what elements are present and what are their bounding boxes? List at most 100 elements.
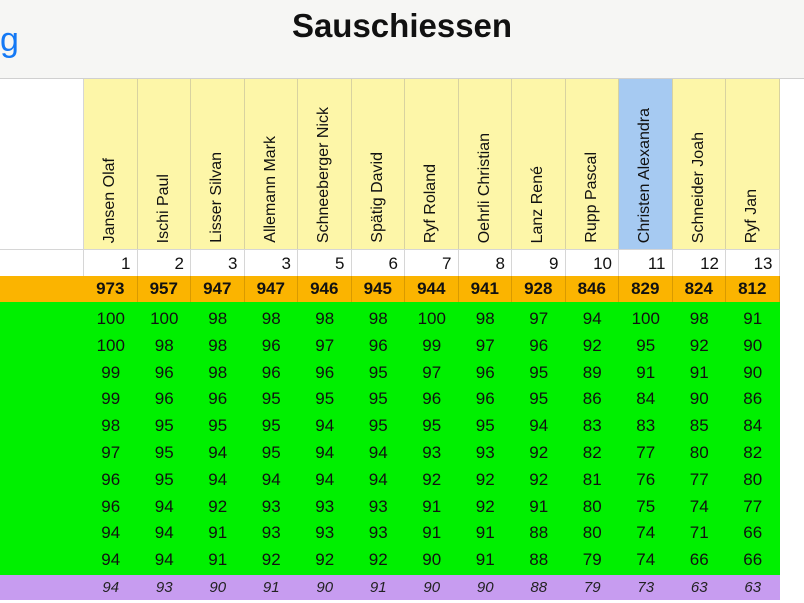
score-cell[interactable]: 98 — [475, 309, 495, 328]
player-header-cell[interactable]: Allemann Mark — [244, 79, 298, 249]
player-header-cell[interactable]: Schneeberger Nick — [298, 79, 352, 249]
total-cell[interactable]: 846 — [565, 276, 619, 302]
score-cell[interactable]: 66 — [743, 523, 763, 543]
average-cell[interactable]: 91 — [351, 575, 405, 600]
score-cell[interactable]: 91 — [636, 362, 656, 382]
score-cell[interactable]: 95 — [154, 469, 174, 489]
total-cell[interactable]: 973 — [84, 276, 138, 302]
score-cell[interactable]: 93 — [475, 442, 495, 462]
score-cell[interactable]: 94 — [208, 442, 228, 462]
player-header-cell[interactable]: Lanz René — [512, 79, 566, 249]
player-header-cell[interactable]: Ryf Jan — [726, 79, 780, 249]
total-cell[interactable]: 957 — [137, 276, 191, 302]
score-cell[interactable]: 94 — [368, 469, 388, 489]
total-cell[interactable]: 824 — [672, 276, 726, 302]
score-cell[interactable]: 80 — [689, 442, 709, 462]
score-cell[interactable]: 91 — [422, 523, 442, 543]
rank-cell[interactable]: 7 — [405, 249, 459, 276]
total-cell[interactable]: 947 — [191, 276, 245, 302]
score-cell[interactable]: 94 — [315, 442, 335, 462]
score-cell[interactable]: 97 — [101, 442, 121, 462]
score-cell[interactable]: 96 — [101, 469, 121, 489]
score-cell[interactable]: 100 — [150, 309, 179, 328]
player-header-cell[interactable]: Lisser Silvan — [191, 79, 245, 249]
score-cell[interactable]: 93 — [315, 523, 335, 543]
score-cell[interactable]: 82 — [582, 442, 602, 462]
average-cell[interactable]: 88 — [512, 575, 566, 600]
score-cell[interactable]: 95 — [475, 416, 495, 436]
total-cell[interactable]: 947 — [244, 276, 298, 302]
score-cell[interactable]: 85 — [689, 416, 709, 436]
score-cell[interactable]: 100 — [417, 309, 446, 328]
player-header-cell[interactable]: Spätig David — [351, 79, 405, 249]
score-cell[interactable]: 95 — [315, 389, 335, 409]
score-cell[interactable]: 88 — [529, 550, 549, 570]
score-cell[interactable]: 93 — [368, 523, 388, 543]
score-cell[interactable]: 92 — [529, 442, 549, 462]
score-cell[interactable]: 95 — [368, 416, 388, 436]
score-cell[interactable]: 96 — [475, 362, 495, 382]
score-cell[interactable]: 94 — [529, 416, 549, 436]
player-header-cell[interactable]: Ischi Paul — [137, 79, 191, 249]
score-cell[interactable]: 92 — [582, 335, 602, 355]
score-cell[interactable]: 100 — [631, 309, 660, 328]
score-cell[interactable]: 98 — [368, 309, 388, 328]
score-cell[interactable]: 86 — [582, 389, 602, 409]
score-cell[interactable]: 91 — [529, 496, 549, 516]
rank-cell[interactable]: 10 — [565, 249, 619, 276]
score-cell[interactable]: 71 — [689, 523, 709, 543]
score-cell[interactable]: 94 — [101, 550, 121, 570]
score-cell[interactable]: 93 — [261, 496, 281, 516]
average-cell[interactable]: 73 — [619, 575, 673, 600]
score-cell[interactable]: 92 — [261, 550, 281, 570]
score-cell[interactable]: 95 — [208, 416, 228, 436]
score-cell[interactable]: 90 — [689, 389, 709, 409]
rank-cell[interactable]: 13 — [726, 249, 780, 276]
score-cell[interactable]: 98 — [261, 309, 281, 328]
score-cell[interactable]: 98 — [689, 309, 709, 328]
score-cell[interactable]: 91 — [208, 523, 228, 543]
player-header-cell[interactable]: Oehrli Christian — [458, 79, 512, 249]
score-cell[interactable]: 74 — [636, 523, 656, 543]
rank-cell[interactable]: 2 — [137, 249, 191, 276]
score-cell[interactable]: 92 — [475, 496, 495, 516]
score-cell[interactable]: 92 — [422, 469, 442, 489]
score-cell[interactable]: 94 — [315, 416, 335, 436]
score-cell[interactable]: 98 — [154, 335, 174, 355]
score-cell[interactable]: 95 — [154, 442, 174, 462]
player-header-cell[interactable]: Jansen Olaf — [84, 79, 138, 249]
score-cell[interactable]: 92 — [529, 469, 549, 489]
score-cell[interactable]: 98 — [101, 416, 121, 436]
score-cell[interactable]: 81 — [582, 469, 602, 489]
score-cell[interactable]: 77 — [743, 496, 763, 516]
score-cell[interactable]: 92 — [689, 335, 709, 355]
score-cell[interactable]: 96 — [208, 389, 228, 409]
score-cell[interactable]: 88 — [529, 523, 549, 543]
score-cell[interactable]: 98 — [315, 309, 335, 328]
average-cell[interactable]: 93 — [137, 575, 191, 600]
total-cell[interactable]: 945 — [351, 276, 405, 302]
score-cell[interactable]: 99 — [422, 335, 442, 355]
player-header-cell[interactable]: Schneider Joah — [672, 79, 726, 249]
score-cell[interactable]: 94 — [208, 469, 228, 489]
score-cell[interactable]: 97 — [315, 335, 335, 355]
score-cell[interactable]: 95 — [261, 442, 281, 462]
score-cell[interactable]: 96 — [101, 496, 121, 516]
score-cell[interactable]: 82 — [743, 442, 763, 462]
score-cell[interactable]: 94 — [261, 469, 281, 489]
score-cell[interactable]: 92 — [315, 550, 335, 570]
average-cell[interactable]: 79 — [565, 575, 619, 600]
score-cell[interactable]: 92 — [208, 496, 228, 516]
score-cell[interactable]: 98 — [208, 362, 228, 382]
score-cell[interactable]: 94 — [582, 309, 602, 328]
score-cell[interactable]: 95 — [529, 389, 549, 409]
score-cell[interactable]: 96 — [261, 362, 281, 382]
score-cell[interactable]: 77 — [636, 442, 656, 462]
score-cell[interactable]: 74 — [636, 550, 656, 570]
total-cell[interactable]: 928 — [512, 276, 566, 302]
score-cell[interactable]: 99 — [101, 389, 121, 409]
score-cell[interactable]: 80 — [743, 469, 763, 489]
score-cell[interactable]: 94 — [154, 550, 174, 570]
score-cell[interactable]: 96 — [529, 335, 549, 355]
score-cell[interactable]: 94 — [315, 469, 335, 489]
